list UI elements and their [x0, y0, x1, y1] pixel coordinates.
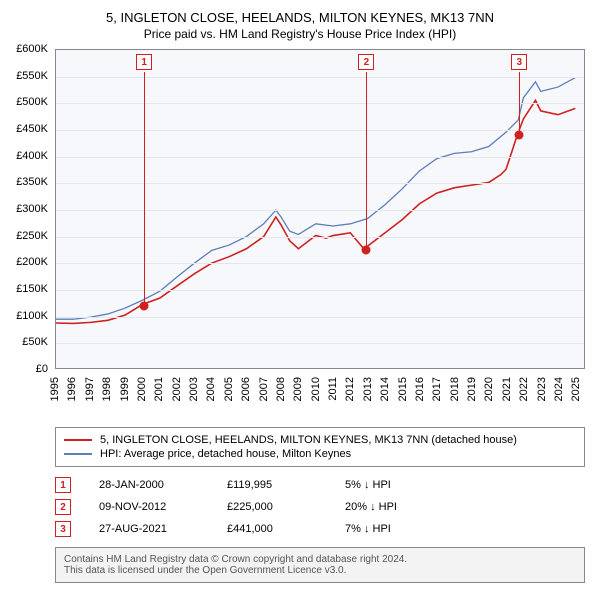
x-axis-label: 2025	[570, 377, 582, 401]
attribution-line-1: Contains HM Land Registry data © Crown c…	[64, 554, 576, 565]
x-axis-label: 2009	[292, 377, 304, 401]
legend-label: HPI: Average price, detached house, Milt…	[100, 448, 351, 460]
gridline-h	[56, 237, 584, 238]
x-axis-label: 1998	[101, 377, 113, 401]
transaction-price: £119,995	[227, 479, 317, 491]
gridline-h	[56, 263, 584, 264]
marker-dot	[362, 246, 371, 255]
y-axis-label: £250K	[0, 230, 48, 242]
y-axis-label: £350K	[0, 176, 48, 188]
x-axis-label: 2002	[171, 377, 183, 401]
x-axis-label: 2003	[188, 377, 200, 401]
transaction-row: 1 28-JAN-2000 £119,995 5% ↓ HPI	[55, 477, 585, 493]
gridline-h	[56, 317, 584, 318]
transaction-diff: 20% ↓ HPI	[345, 501, 455, 513]
gridline-h	[56, 290, 584, 291]
x-axis-label: 2007	[258, 377, 270, 401]
x-axis-label: 2006	[240, 377, 252, 401]
legend-swatch	[64, 439, 92, 441]
x-axis-label: 2020	[483, 377, 495, 401]
legend-box: 5, INGLETON CLOSE, HEELANDS, MILTON KEYN…	[55, 427, 585, 467]
transaction-date: 09-NOV-2012	[99, 501, 199, 513]
transaction-row: 3 27-AUG-2021 £441,000 7% ↓ HPI	[55, 521, 585, 537]
x-axis-label: 2005	[223, 377, 235, 401]
x-axis-label: 2018	[449, 377, 461, 401]
marker-box: 2	[358, 54, 374, 70]
legend-label: 5, INGLETON CLOSE, HEELANDS, MILTON KEYN…	[100, 434, 517, 446]
x-axis-label: 2023	[536, 377, 548, 401]
marker-line	[366, 72, 367, 250]
legend-item: 5, INGLETON CLOSE, HEELANDS, MILTON KEYN…	[64, 434, 576, 446]
x-axis-label: 2000	[136, 377, 148, 401]
y-axis-label: £450K	[0, 123, 48, 135]
y-axis-label: £200K	[0, 256, 48, 268]
chart-subtitle: Price paid vs. HM Land Registry's House …	[10, 27, 590, 41]
x-axis-label: 2017	[431, 377, 443, 401]
transaction-row: 2 09-NOV-2012 £225,000 20% ↓ HPI	[55, 499, 585, 515]
x-axis-label: 2016	[414, 377, 426, 401]
x-axis-label: 2012	[344, 377, 356, 401]
transaction-price: £225,000	[227, 501, 317, 513]
x-axis-label: 2008	[275, 377, 287, 401]
y-axis-label: £100K	[0, 310, 48, 322]
x-axis-label: 1997	[84, 377, 96, 401]
x-axis-label: 2024	[553, 377, 565, 401]
marker-line	[519, 72, 520, 135]
legend-swatch	[64, 453, 92, 455]
chart-area: 123 £0£50K£100K£150K£200K£250K£300K£350K…	[10, 49, 590, 419]
x-axis-label: 1995	[49, 377, 61, 401]
gridline-h	[56, 183, 584, 184]
y-axis-label: £500K	[0, 96, 48, 108]
transaction-date: 27-AUG-2021	[99, 523, 199, 535]
y-axis-label: £300K	[0, 203, 48, 215]
transaction-diff: 7% ↓ HPI	[345, 523, 455, 535]
x-axis-label: 2010	[310, 377, 322, 401]
x-axis-label: 2013	[362, 377, 374, 401]
gridline-h	[56, 210, 584, 211]
x-axis-label: 2019	[466, 377, 478, 401]
gridline-h	[56, 343, 584, 344]
transaction-marker-box: 2	[55, 499, 71, 515]
x-axis-label: 2004	[205, 377, 217, 401]
series-line-hpi	[56, 78, 575, 320]
x-axis-label: 2021	[501, 377, 513, 401]
marker-line	[144, 72, 145, 306]
x-axis-label: 1999	[119, 377, 131, 401]
gridline-h	[56, 103, 584, 104]
gridline-h	[56, 130, 584, 131]
y-axis-label: £50K	[0, 336, 48, 348]
transaction-marker-box: 1	[55, 477, 71, 493]
marker-dot	[515, 130, 524, 139]
chart-title: 5, INGLETON CLOSE, HEELANDS, MILTON KEYN…	[10, 10, 590, 25]
x-axis-label: 2022	[518, 377, 530, 401]
transaction-price: £441,000	[227, 523, 317, 535]
y-axis-label: £600K	[0, 43, 48, 55]
y-axis-label: £550K	[0, 70, 48, 82]
marker-box: 3	[511, 54, 527, 70]
x-axis-label: 2015	[397, 377, 409, 401]
marker-dot	[140, 302, 149, 311]
x-axis-label: 2001	[153, 377, 165, 401]
attribution-line-2: This data is licensed under the Open Gov…	[64, 565, 576, 576]
chart-lines-svg	[56, 50, 584, 368]
transactions-table: 1 28-JAN-2000 £119,995 5% ↓ HPI 2 09-NOV-2012…	[55, 477, 585, 537]
legend-item: HPI: Average price, detached house, Milt…	[64, 448, 576, 460]
x-axis-label: 2011	[327, 377, 339, 401]
transaction-date: 28-JAN-2000	[99, 479, 199, 491]
marker-box: 1	[136, 54, 152, 70]
transaction-diff: 5% ↓ HPI	[345, 479, 455, 491]
y-axis-label: £0	[0, 363, 48, 375]
x-axis-label: 1996	[66, 377, 78, 401]
transaction-marker-box: 3	[55, 521, 71, 537]
y-axis-label: £400K	[0, 150, 48, 162]
gridline-h	[56, 157, 584, 158]
plot-region: 1 2 3	[55, 49, 585, 369]
attribution-box: Contains HM Land Registry data © Crown c…	[55, 547, 585, 583]
y-axis-label: £150K	[0, 283, 48, 295]
x-axis-label: 2014	[379, 377, 391, 401]
gridline-h	[56, 77, 584, 78]
